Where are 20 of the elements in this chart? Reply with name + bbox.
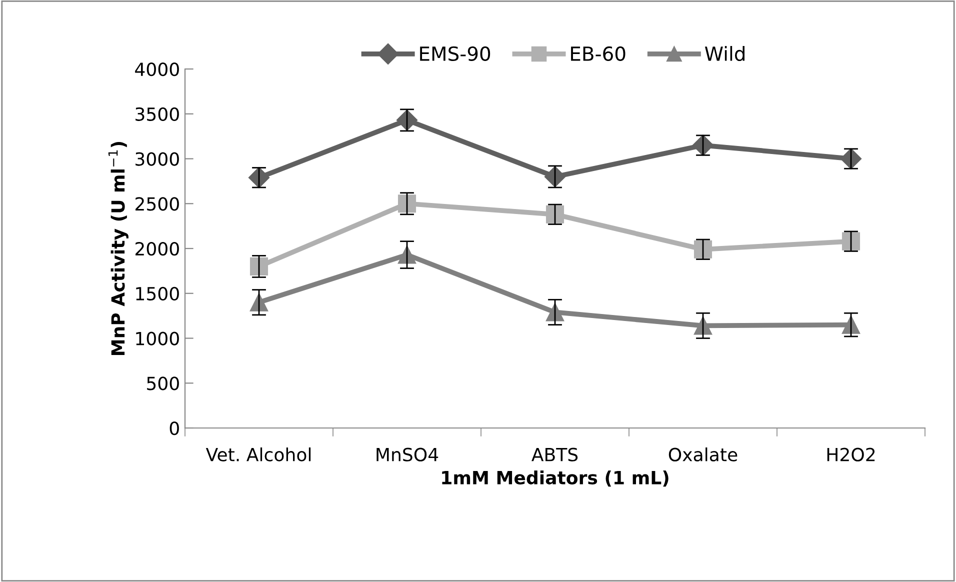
legend-label: EB-60: [571, 46, 626, 62]
y-tick-label: 0: [170, 421, 179, 436]
y-tick-label: 500: [147, 376, 179, 390]
x-tick-label: ABTS: [532, 448, 578, 462]
y-tick-label: 1000: [136, 332, 179, 346]
x-tick-label: MnSO4: [376, 448, 438, 462]
x-tick-label: Vet. Alcohol: [206, 447, 311, 462]
x-tick-label: Oxalate: [668, 447, 738, 462]
y-tick-label: 4000: [135, 62, 179, 76]
y-tick-label: 3500: [136, 107, 179, 121]
y-axis-title: MnP Activity (U ml$^{−1}$): [108, 142, 128, 355]
point: [544, 166, 566, 188]
legend-label: EMS-90: [420, 46, 490, 62]
x-axis-title: 1mM Mediators (1 mL): [442, 470, 668, 487]
y-tick-label: 3000: [136, 152, 179, 166]
y-tick-label: 2500: [136, 197, 179, 211]
legend-label: Wild: [704, 46, 744, 62]
x-tick-label: H2O2: [827, 448, 875, 462]
y-tick-label: 2000: [136, 242, 179, 256]
y-tick-label: 1500: [136, 286, 179, 300]
